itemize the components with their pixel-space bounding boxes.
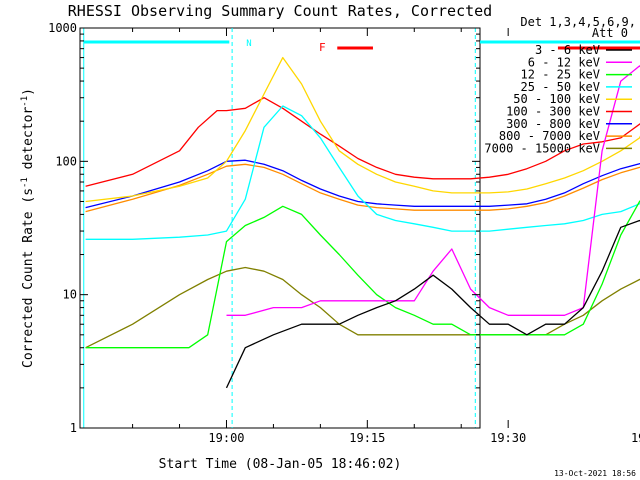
plot-area	[79, 27, 481, 429]
legend-label: 7000 - 15000 keV	[484, 141, 600, 155]
legend-label: 6 - 12 keV	[528, 55, 600, 69]
flag-n-label: N	[246, 39, 251, 49]
flag-f-label: F	[319, 41, 326, 54]
x-tick-label: 19:30	[490, 431, 526, 445]
series-line-300-800-kev	[85, 159, 640, 209]
y-axis-label: Corrected Count Rate (s-1 detector-1)	[20, 88, 36, 368]
y-tick-label: 1	[70, 421, 77, 435]
series-line-6-12-kev	[226, 65, 640, 316]
legend-label: 12 - 25 keV	[521, 68, 600, 82]
chart-title: RHESSI Observing Summary Count Rates, Co…	[68, 2, 492, 20]
x-tick-label: 19:15	[349, 431, 385, 445]
legend-label: 25 - 50 keV	[521, 80, 600, 94]
series-line-25-50-kev	[85, 105, 640, 240]
x-axis-label: Start Time (08-Jan-05 18:46:02)	[159, 457, 402, 472]
x-tick-label: 19:00	[208, 431, 244, 445]
legend-label: 300 - 800 keV	[506, 117, 600, 131]
x-tick-label: 19:45	[631, 431, 640, 445]
series-line-12-25-kev	[85, 200, 640, 349]
y-tick-label: 100	[55, 154, 77, 168]
series-line-100-300-kev	[85, 97, 640, 187]
legend-label: 800 - 7000 keV	[499, 129, 600, 143]
legend-header-detectors: Det 1,3,4,5,6,9,	[520, 15, 636, 29]
legend-label: 50 - 100 keV	[513, 92, 600, 106]
series-line-50-100-kev	[85, 56, 640, 203]
legend-header-attenuator: Att 0	[592, 26, 628, 40]
y-tick-label: 1000	[48, 21, 77, 35]
legend-label: 3 - 6 keV	[535, 43, 600, 57]
series-line-3-6-kev	[225, 219, 640, 389]
legend-label: 100 - 300 keV	[506, 105, 600, 119]
y-tick-label: 10	[63, 288, 77, 302]
footer-date: 13-Oct-2021 18:56	[554, 469, 636, 478]
series-line-800-7000-kev	[85, 163, 640, 213]
